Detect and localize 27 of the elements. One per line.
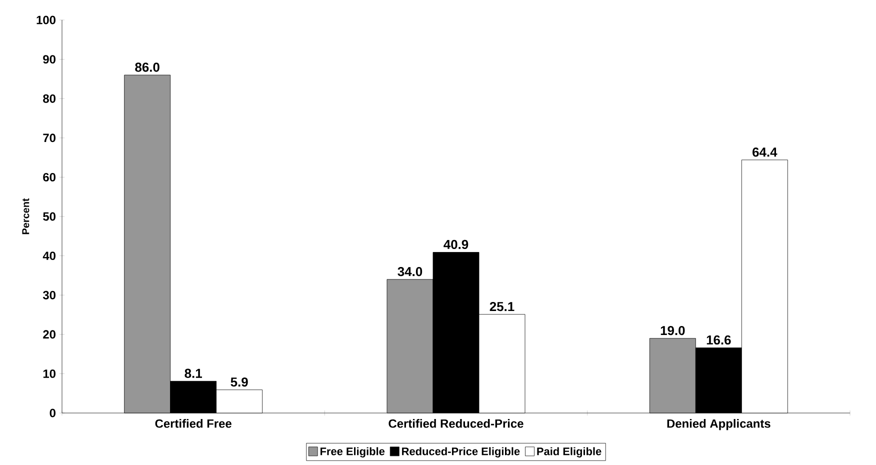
legend-label: Reduced-Price Eligible — [402, 447, 520, 458]
data-label: 19.0 — [660, 326, 685, 336]
data-label: 16.6 — [706, 335, 731, 345]
y-axis-title: Percent — [22, 198, 30, 234]
y-tick-label: 20 — [43, 330, 56, 339]
y-tick-label: 30 — [42, 290, 56, 300]
y-tick-label: 0 — [50, 408, 56, 418]
y-tick-label: 90 — [43, 55, 56, 64]
legend-label: Paid Eligible — [537, 447, 602, 458]
legend-label: Free Eligible — [320, 447, 385, 458]
data-label: 5.9 — [230, 377, 248, 387]
data-label: 25.1 — [490, 302, 514, 312]
x-tick-label: Denied Applicants — [667, 419, 770, 430]
y-tick-label: 50 — [43, 212, 56, 221]
y-tick-label: 60 — [43, 172, 56, 182]
data-label: 64.4 — [752, 148, 778, 157]
x-tick-label: Certified Free — [155, 419, 232, 428]
data-label: 8.1 — [184, 368, 202, 378]
y-tick-label: 40 — [42, 252, 56, 260]
data-label: 86.0 — [135, 62, 160, 72]
y-tick-label: 80 — [43, 94, 56, 103]
y-tick-label: 70 — [43, 134, 56, 142]
data-label: 34.0 — [398, 266, 422, 276]
data-label: 40.9 — [444, 240, 468, 250]
y-tick-label: 10 — [43, 369, 56, 378]
x-tick-label: Certified Reduced-Price — [388, 419, 524, 428]
y-tick-label: 100 — [36, 16, 56, 24]
